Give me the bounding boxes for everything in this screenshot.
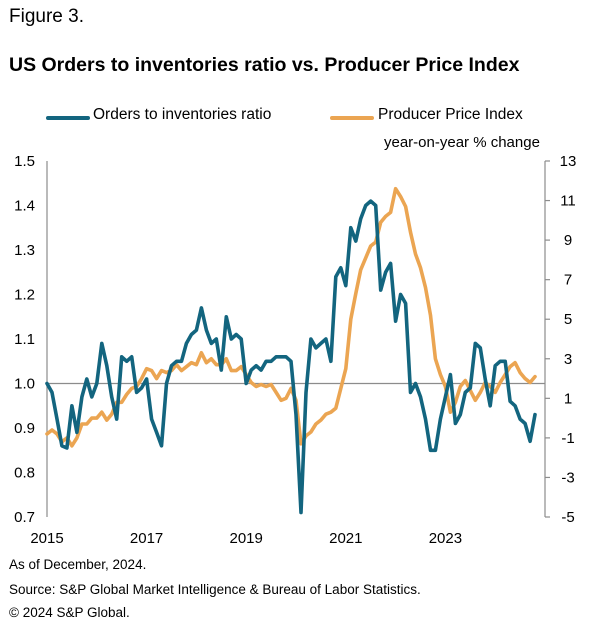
legend-label-ppi: Producer Price Index [378, 106, 523, 123]
x-tick-label: 2015 [30, 530, 63, 547]
right-tick-label: 5 [564, 311, 572, 328]
right-tick-label: 9 [564, 232, 572, 249]
legend-swatch-ppi [330, 116, 374, 120]
right-tick-label: -5 [561, 509, 574, 526]
left-tick-label: 1.5 [14, 153, 35, 170]
legend-label-orders: Orders to inventories ratio [93, 106, 272, 123]
left-tick-label: 1.4 [14, 198, 35, 215]
left-tick-label: 0.8 [14, 465, 35, 482]
x-tick-label: 2017 [130, 530, 163, 547]
chart-title: US Orders to inventories ratio vs. Produ… [9, 54, 520, 76]
right-tick-label: 3 [564, 351, 572, 368]
right-tick-label: 11 [560, 193, 576, 210]
x-tick-label: 2021 [329, 530, 362, 547]
right-tick-label: 13 [560, 153, 577, 170]
left-tick-label: 1.3 [14, 242, 35, 259]
right-tick-label: -3 [561, 469, 574, 486]
series-line-orders [45, 199, 537, 515]
figure-label: Figure 3. [9, 6, 84, 27]
x-tick-label: 2019 [230, 530, 263, 547]
legend-swatch-orders [46, 116, 90, 120]
footer-source: Source: S&P Global Market Intelligence &… [9, 582, 421, 597]
left-tick-label: 0.9 [14, 420, 35, 437]
left-tick-label: 1.1 [14, 331, 35, 348]
right-tick-label: 7 [564, 272, 572, 289]
x-tick-label: 2023 [429, 530, 462, 547]
right-tick-label: 1 [564, 390, 572, 407]
left-tick-label: 1.2 [14, 287, 35, 304]
right-axis-label: year-on-year % change [384, 134, 540, 151]
footer-copyright: © 2024 S&P Global. [9, 605, 130, 620]
right-tick-label: -1 [561, 430, 574, 447]
footer-note: As of December, 2024. [9, 557, 147, 572]
left-tick-label: 1.0 [14, 376, 35, 393]
left-tick-label: 0.7 [14, 509, 35, 526]
